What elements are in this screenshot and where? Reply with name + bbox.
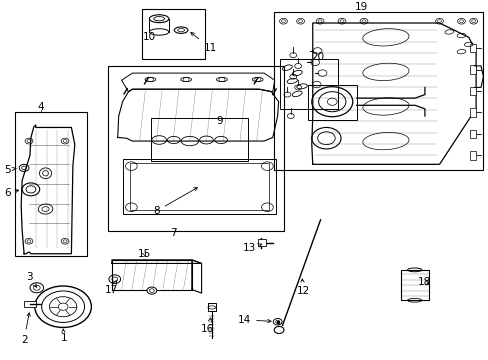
Bar	[24, 301, 36, 307]
Text: 1: 1	[61, 329, 67, 343]
Bar	[258, 239, 265, 246]
Bar	[469, 65, 475, 74]
Bar	[151, 118, 248, 161]
Text: 18: 18	[417, 278, 430, 287]
Text: 16: 16	[201, 318, 214, 334]
Bar	[130, 163, 268, 210]
Text: 15: 15	[138, 249, 151, 259]
Text: 20: 20	[310, 52, 324, 62]
Text: 3: 3	[26, 272, 37, 287]
Text: 2: 2	[21, 313, 30, 345]
Text: 13: 13	[242, 243, 261, 253]
Text: 14: 14	[237, 315, 270, 325]
Text: 6: 6	[4, 188, 19, 198]
Bar	[15, 112, 87, 256]
Text: 9: 9	[216, 116, 223, 126]
Bar	[469, 108, 475, 117]
Bar	[108, 66, 283, 230]
Bar	[469, 130, 475, 138]
Text: 4: 4	[38, 102, 44, 112]
Text: 12: 12	[296, 279, 309, 296]
Bar	[279, 59, 337, 109]
Bar	[469, 151, 475, 160]
Text: 10: 10	[142, 32, 155, 42]
Bar	[142, 9, 205, 59]
Text: 7: 7	[170, 228, 177, 238]
Bar	[307, 85, 356, 120]
Bar	[273, 12, 483, 170]
Bar	[207, 303, 215, 311]
Circle shape	[147, 287, 157, 294]
Text: 11: 11	[190, 32, 217, 53]
Text: 8: 8	[153, 188, 197, 216]
Bar	[469, 44, 475, 52]
Text: 17: 17	[105, 281, 118, 294]
Bar	[469, 87, 475, 95]
Text: 19: 19	[354, 2, 367, 12]
Bar	[400, 270, 428, 300]
Bar	[122, 159, 276, 215]
Text: 5: 5	[4, 165, 16, 175]
